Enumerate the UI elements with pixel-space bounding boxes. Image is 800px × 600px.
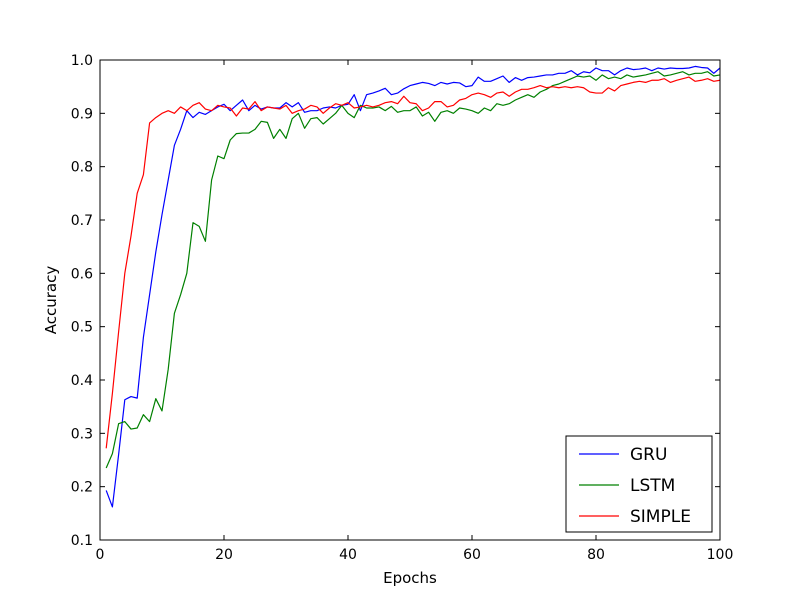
x-tick-label: 80 (587, 547, 605, 563)
y-tick-label: 0.5 (71, 320, 93, 336)
x-tick-label: 100 (707, 547, 734, 563)
x-axis-label: Epochs (383, 569, 437, 587)
y-tick-label: 1.0 (71, 53, 93, 69)
y-tick-label: 0.9 (71, 106, 93, 122)
x-tick-label: 60 (463, 547, 481, 563)
x-tick-label: 40 (339, 547, 357, 563)
x-tick-label: 0 (96, 547, 105, 563)
y-axis-label: Accuracy (42, 266, 60, 335)
y-tick-label: 0.3 (71, 426, 93, 442)
x-tick-label: 20 (215, 547, 233, 563)
series-layer (105, 65, 721, 508)
series-line-lstm (105, 71, 721, 469)
legend-label-lstm: LSTM (630, 476, 675, 496)
y-tick-label: 0.2 (71, 480, 93, 496)
y-tick-label: 0.6 (71, 266, 93, 282)
y-tick-label: 0.7 (71, 213, 93, 229)
ticks-layer: 0 20 40 60 80 100 0.1 0.2 0.3 0.4 0.5 0.6 0.7 0.8 0.9 1… (71, 53, 734, 563)
y-tick-label: 0.1 (71, 533, 93, 549)
legend-label-simple: SIMPLE (630, 507, 691, 527)
y-tick-label: 0.4 (71, 373, 93, 389)
series-line-simple (105, 76, 721, 449)
legend-label-gru: GRU (630, 445, 667, 465)
y-tick-label: 0.8 (71, 160, 93, 176)
plot-frame (99, 59, 721, 541)
series-line-gru (105, 65, 721, 508)
legend: GRU LSTM SIMPLE (565, 435, 713, 533)
